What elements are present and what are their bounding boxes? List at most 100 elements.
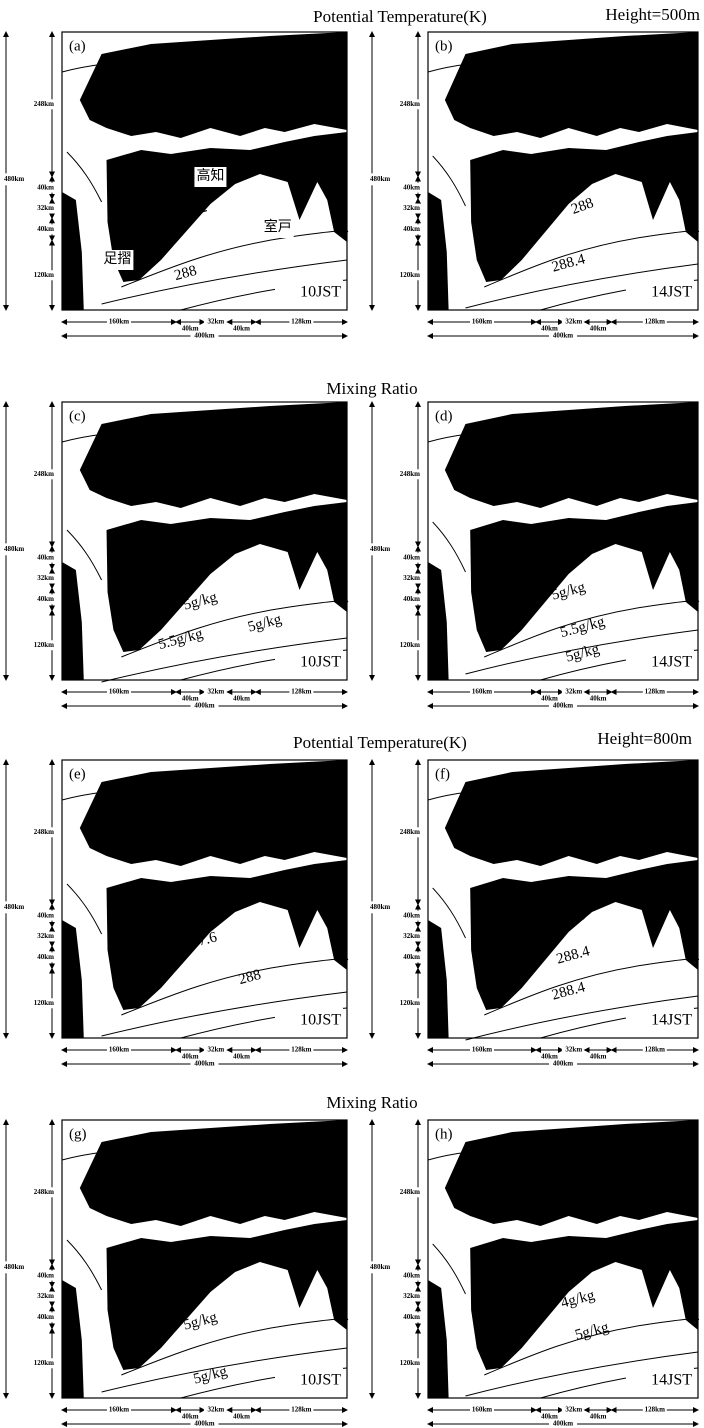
land xyxy=(470,132,698,282)
contour xyxy=(61,429,152,443)
scale-bg xyxy=(394,594,420,605)
place-name: 足摺 xyxy=(103,251,131,267)
scale-label: 248km xyxy=(400,828,420,836)
contour xyxy=(432,887,466,939)
scale-label: 120km xyxy=(34,641,54,649)
contour xyxy=(465,629,699,675)
scale-label: 40km xyxy=(233,1413,250,1421)
place-name: 高知 xyxy=(196,167,224,184)
scale-bg xyxy=(28,1291,54,1302)
scale-bg xyxy=(394,573,420,584)
scale-bg xyxy=(28,998,54,1009)
scale-label: 32km xyxy=(208,1406,225,1414)
scale-bg xyxy=(107,1406,131,1414)
scale-label: 248km xyxy=(34,828,54,836)
land xyxy=(444,32,698,138)
panel-label: (d) xyxy=(435,408,453,424)
scale-label: 32km xyxy=(37,1292,54,1300)
scale-bg xyxy=(586,1413,611,1421)
panel-frame xyxy=(61,1119,348,1399)
scale-label: 480km xyxy=(370,175,390,183)
scale-bg xyxy=(394,1358,420,1369)
scale-bg xyxy=(203,318,228,326)
land xyxy=(444,760,698,866)
scale-label: 128km xyxy=(291,1406,311,1414)
contour xyxy=(101,637,348,683)
contour xyxy=(61,59,152,73)
land xyxy=(428,920,449,1038)
land xyxy=(470,1220,698,1370)
scale-label: 40km xyxy=(541,1413,558,1421)
scale-label: 120km xyxy=(400,641,420,649)
scale-label: 160km xyxy=(109,688,129,696)
scale-bg xyxy=(470,688,494,696)
scale-bg xyxy=(28,552,54,563)
scale-label: 160km xyxy=(472,318,492,326)
scale-bg xyxy=(537,1413,562,1421)
time-bg xyxy=(275,280,343,304)
scale-bg xyxy=(394,469,420,480)
scale-label: 160km xyxy=(109,1046,129,1054)
scale-label: 40km xyxy=(182,695,199,703)
scale-bg xyxy=(394,827,420,838)
scale-label: 40km xyxy=(37,595,54,603)
contour xyxy=(66,883,103,935)
scale-label: 480km xyxy=(370,1263,390,1271)
scale-bg xyxy=(394,931,420,942)
label-bg xyxy=(66,764,94,784)
scale-label: 480km xyxy=(4,175,24,183)
panel-label: (e) xyxy=(69,766,86,782)
land xyxy=(62,192,84,310)
scale-label: 128km xyxy=(291,1046,311,1054)
scale-bg xyxy=(28,931,54,942)
scale-bg xyxy=(289,1046,314,1054)
land xyxy=(79,402,347,508)
time-bg xyxy=(626,280,694,304)
panel-label: (a) xyxy=(69,38,86,54)
scale-bg xyxy=(28,640,54,651)
land xyxy=(62,1280,84,1398)
scale-label: 32km xyxy=(208,318,225,326)
time-label: 14JST xyxy=(651,654,692,671)
land xyxy=(428,1280,449,1398)
scale-bg xyxy=(394,1291,420,1302)
scale-label: 120km xyxy=(34,271,54,279)
land xyxy=(62,562,84,680)
scale-bg xyxy=(107,1046,131,1054)
scale-label: 400km xyxy=(194,332,214,340)
map xyxy=(427,1120,700,1399)
section-title: Mixing Ratio xyxy=(326,1093,417,1112)
land xyxy=(106,502,347,652)
land xyxy=(79,1120,347,1226)
scale-label: 40km xyxy=(590,1053,607,1061)
scale-bg xyxy=(28,910,54,921)
scale-bg xyxy=(394,910,420,921)
section-title: Mixing Ratio xyxy=(326,379,417,398)
scale-label: 120km xyxy=(400,271,420,279)
scale-label: 480km xyxy=(4,545,24,553)
time-label: 10JST xyxy=(300,284,341,301)
scale-bg xyxy=(28,1187,54,1198)
panel-label: (b) xyxy=(435,38,453,54)
section-title: Potential Temperature(K) xyxy=(293,733,467,752)
land xyxy=(444,402,698,508)
land xyxy=(79,32,347,138)
contour xyxy=(427,787,513,801)
scale-label: 400km xyxy=(553,1420,573,1428)
time-bg xyxy=(626,1008,694,1032)
map xyxy=(61,1120,349,1399)
scale-bg xyxy=(549,332,577,340)
scale-label: 40km xyxy=(37,553,54,561)
scale-bg xyxy=(586,695,611,703)
scale-bg xyxy=(190,332,219,340)
contour xyxy=(101,991,348,1037)
panel-frame xyxy=(427,759,699,1039)
scale-bg xyxy=(394,1270,420,1281)
scale-bg xyxy=(178,325,203,333)
label-bg xyxy=(432,36,460,56)
scale-bg xyxy=(586,325,611,333)
scale-label: 32km xyxy=(208,1046,225,1054)
scale-bg xyxy=(28,594,54,605)
